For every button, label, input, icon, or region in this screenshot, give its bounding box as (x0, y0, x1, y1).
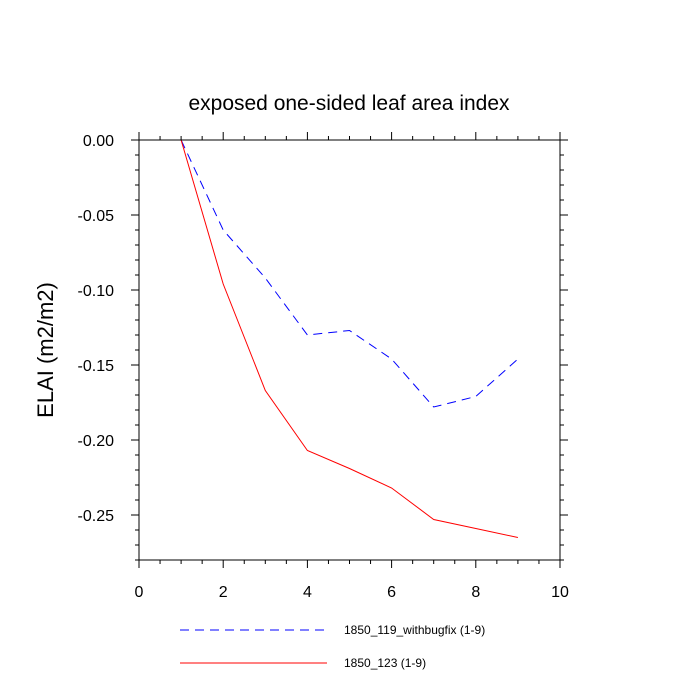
y-tick-label: -0.20 (78, 433, 115, 450)
major-ticks (131, 132, 568, 568)
chart-title: exposed one-sided leaf area index (188, 92, 510, 115)
x-tick-labels: 0 2 4 6 8 10 (135, 584, 569, 601)
y-tick-label: -0.25 (78, 508, 115, 525)
x-tick-label: 8 (471, 584, 480, 601)
minor-ticks (135, 136, 564, 564)
legend: 1850_119_withbugfix (1-9) 1850_123 (1-9) (180, 623, 485, 670)
y-tick-labels: 0.00 -0.05 -0.10 -0.15 -0.20 -0.25 (78, 133, 115, 525)
y-tick-label: -0.10 (78, 283, 115, 300)
x-tick-label: 2 (219, 584, 228, 601)
series-line-2 (180, 139, 519, 538)
legend-label-series-2: 1850_123 (1-9) (344, 656, 426, 670)
x-tick-label: 6 (387, 584, 396, 601)
y-tick-label: -0.15 (78, 358, 115, 375)
y-tick-label: 0.00 (83, 133, 114, 150)
series-line-1 (180, 139, 519, 408)
x-tick-label: 0 (135, 584, 144, 601)
x-tick-label: 4 (303, 584, 312, 601)
series-layer (180, 139, 519, 538)
legend-label-series-1: 1850_119_withbugfix (1-9) (344, 623, 485, 637)
x-tick-label: 10 (551, 584, 569, 601)
y-axis-label: ELAI (m2/m2) (33, 282, 58, 418)
plot-frame (138, 139, 561, 561)
y-tick-label: -0.05 (78, 208, 115, 225)
